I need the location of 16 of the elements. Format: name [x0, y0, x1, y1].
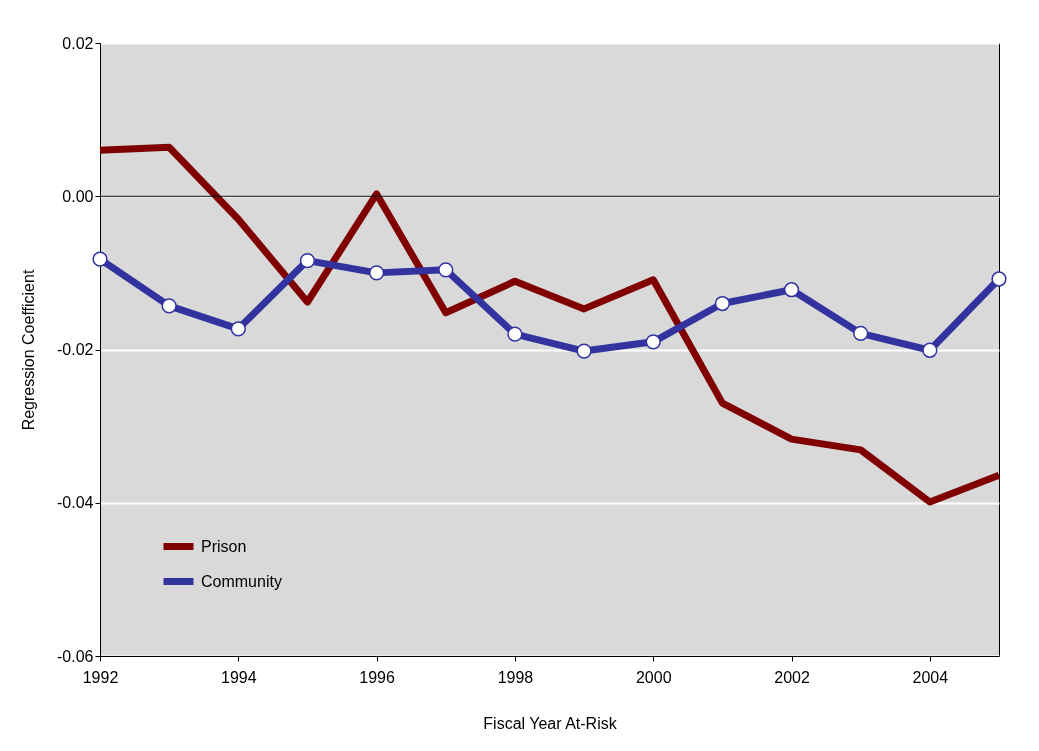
x-tick-label: 2002 — [774, 668, 810, 686]
x-tick-label: 2000 — [635, 668, 672, 686]
x-tick-label: 1998 — [497, 668, 534, 686]
y-axis-title: Regression Coefficient — [20, 269, 38, 431]
x-tick-label: 1992 — [82, 668, 119, 686]
legend-label: Prison — [201, 537, 247, 555]
y-tick-label: -0.04 — [57, 494, 94, 512]
y-tick-label: -0.02 — [57, 341, 94, 358]
x-tick-label: 1994 — [221, 668, 257, 686]
x-tick-label: 1996 — [359, 668, 396, 686]
x-axis-title: Fiscal Year At-Risk — [483, 714, 618, 732]
y-tick-label: 0.02 — [62, 34, 94, 52]
x-tick-label: 2004 — [912, 668, 949, 686]
y-tick-label: 0.00 — [62, 187, 94, 205]
y-tick-label: -0.06 — [57, 647, 94, 665]
legend-label: Community — [201, 572, 282, 590]
